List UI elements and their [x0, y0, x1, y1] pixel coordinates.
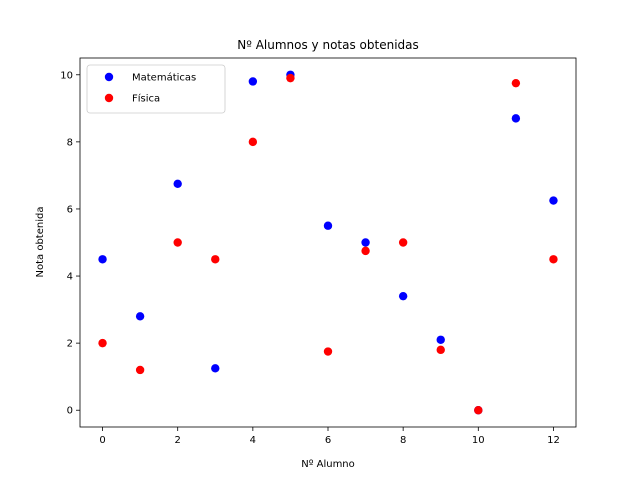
- point-fisica-7: [361, 246, 370, 256]
- x-tick-label: 6: [325, 435, 331, 446]
- y-tick-label: 4: [67, 272, 73, 283]
- point-fisica-6: [323, 347, 333, 356]
- y-tick-label: 0: [67, 406, 73, 417]
- y-tick-label: 2: [67, 339, 73, 350]
- plot-area: 0 2 4 6 8 10 12 0 2 4 6 8 10: [60, 57, 577, 446]
- point-matematicas-6: [323, 221, 333, 230]
- point-matematicas-7: [361, 238, 370, 247]
- point-fisica-8: [398, 238, 408, 247]
- legend-label-matematicas: Matemáticas: [132, 72, 196, 84]
- point-fisica-10: [474, 406, 483, 415]
- point-fisica-0: [98, 338, 107, 348]
- x-tick-label: 12: [547, 435, 560, 446]
- legend-marker-matematicas: [104, 72, 114, 82]
- y-axis-label: Nota obtenida: [35, 207, 46, 278]
- legend-marker-fisica: [104, 93, 114, 103]
- x-tick-label: 0: [99, 435, 105, 446]
- point-matematicas-11: [511, 114, 521, 123]
- legend: Matemáticas Física: [86, 64, 226, 114]
- point-fisica-9: [436, 345, 445, 355]
- legend-box: [86, 64, 226, 114]
- point-fisica-3: [211, 255, 220, 264]
- point-matematicas-1: [135, 312, 145, 321]
- point-fisica-12: [549, 255, 558, 264]
- point-matematicas-2: [173, 179, 182, 188]
- y-tick-label: 8: [67, 137, 73, 148]
- point-matematicas-3: [211, 364, 220, 373]
- x-tick-label: 2: [175, 435, 181, 446]
- y-tick-label: 10: [60, 70, 73, 81]
- legend-label-fisica: Física: [132, 93, 160, 105]
- chart-title: Nº Alumnos y notas obtenidas: [237, 38, 419, 52]
- point-fisica-11: [511, 78, 521, 88]
- x-tick-label: 10: [472, 435, 485, 446]
- point-matematicas-8: [398, 291, 408, 301]
- x-axis-label: Nº Alumno: [301, 459, 355, 470]
- point-matematicas-4: [248, 77, 258, 86]
- point-matematicas-0: [98, 255, 107, 264]
- point-matematicas-12: [549, 196, 558, 205]
- point-fisica-5: [286, 73, 295, 83]
- point-fisica-2: [173, 238, 182, 247]
- x-tick-label: 8: [400, 435, 406, 446]
- y-tick-label: 6: [67, 204, 73, 215]
- point-fisica-4: [248, 137, 258, 147]
- x-tick-label: 4: [250, 435, 256, 446]
- point-matematicas-9: [436, 335, 445, 344]
- point-fisica-1: [135, 365, 145, 375]
